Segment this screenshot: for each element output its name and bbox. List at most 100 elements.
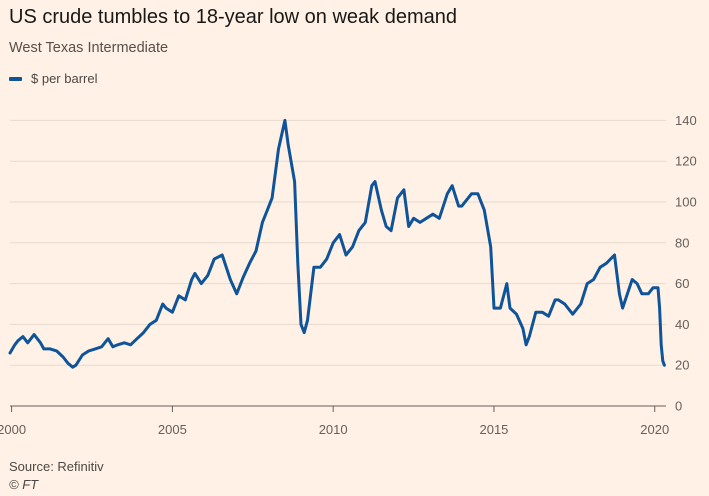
data-point	[592, 278, 595, 281]
data-point	[385, 225, 388, 228]
y-tick-label: 140	[675, 113, 697, 128]
chart-subtitle: West Texas Intermediate	[9, 40, 169, 56]
data-point	[287, 144, 290, 146]
data-point	[371, 184, 373, 187]
data-point	[123, 342, 125, 344]
data-point	[631, 278, 633, 281]
data-point	[652, 286, 654, 289]
data-point	[470, 193, 473, 195]
y-tick-label: 40	[675, 317, 689, 332]
data-point	[136, 337, 138, 340]
data-point	[663, 364, 666, 367]
data-point	[396, 197, 399, 199]
data-point	[14, 344, 16, 346]
data-point	[261, 221, 264, 224]
data-point	[155, 319, 158, 322]
data-point	[477, 193, 479, 195]
data-point	[509, 307, 511, 309]
data-point	[605, 262, 608, 265]
data-point	[142, 331, 145, 334]
data-point	[71, 366, 74, 369]
data-point	[306, 319, 309, 322]
data-point	[94, 348, 96, 350]
data-point	[100, 346, 103, 348]
data-point	[571, 313, 574, 316]
data-point	[499, 307, 502, 309]
y-tick-label: 20	[675, 358, 689, 373]
data-point	[319, 266, 322, 269]
data-point	[506, 282, 508, 285]
data-point	[266, 209, 269, 211]
data-point	[636, 282, 638, 285]
legend-label: $ per barrel	[31, 71, 98, 86]
data-point	[190, 278, 193, 281]
data-point	[586, 282, 588, 285]
data-point	[419, 221, 421, 224]
data-point	[81, 354, 84, 356]
data-point	[657, 286, 659, 289]
data-point	[221, 254, 223, 256]
data-point	[425, 217, 428, 220]
data-point	[178, 295, 180, 297]
data-point	[599, 266, 601, 269]
data-point	[112, 346, 114, 348]
data-point	[403, 189, 405, 191]
data-point	[525, 344, 527, 346]
data-point	[116, 344, 119, 346]
data-point	[345, 254, 347, 256]
x-tick-label: 2005	[158, 422, 187, 437]
data-point	[563, 303, 566, 305]
data-point	[313, 266, 315, 269]
data-point	[647, 293, 650, 295]
data-point	[149, 323, 151, 326]
y-tick-label: 60	[675, 276, 689, 291]
data-point	[33, 333, 35, 336]
data-point	[483, 209, 486, 211]
y-tick-label: 120	[675, 154, 697, 169]
data-point	[43, 348, 45, 350]
data-point	[412, 217, 415, 220]
data-point	[248, 262, 251, 265]
x-tick-label: 2000	[0, 422, 26, 437]
data-point	[271, 197, 273, 199]
ft-credit: © FT	[9, 477, 39, 492]
x-tick-label: 2015	[479, 422, 508, 437]
data-point	[165, 307, 167, 309]
data-point	[528, 335, 531, 338]
data-point	[660, 344, 662, 346]
data-point	[129, 344, 132, 346]
data-point	[557, 299, 560, 301]
data-point	[364, 221, 367, 224]
data-point	[88, 350, 90, 352]
data-point	[207, 274, 209, 277]
data-point	[493, 307, 495, 309]
data-point	[300, 323, 302, 326]
data-point	[235, 293, 238, 295]
data-point	[554, 299, 556, 301]
data-point	[39, 342, 42, 344]
chart-legend: $ per barrel	[9, 71, 97, 86]
data-point	[200, 282, 203, 285]
data-point	[325, 258, 328, 260]
data-point	[618, 293, 621, 295]
data-point	[374, 180, 376, 183]
data-point	[184, 299, 187, 301]
data-point	[580, 303, 582, 305]
data-point	[457, 205, 460, 207]
data-point	[390, 229, 392, 232]
data-point	[75, 364, 77, 367]
data-point	[515, 313, 518, 316]
data-point	[358, 229, 360, 232]
data-point	[293, 180, 296, 183]
data-point	[284, 119, 286, 122]
data-point	[380, 209, 383, 211]
data-point	[213, 258, 215, 260]
data-point	[446, 193, 449, 195]
data-point	[432, 213, 434, 215]
data-point	[62, 356, 64, 358]
data-point	[541, 311, 543, 314]
y-tick-label: 80	[675, 235, 689, 250]
data-point	[17, 339, 19, 342]
data-point	[332, 242, 335, 244]
